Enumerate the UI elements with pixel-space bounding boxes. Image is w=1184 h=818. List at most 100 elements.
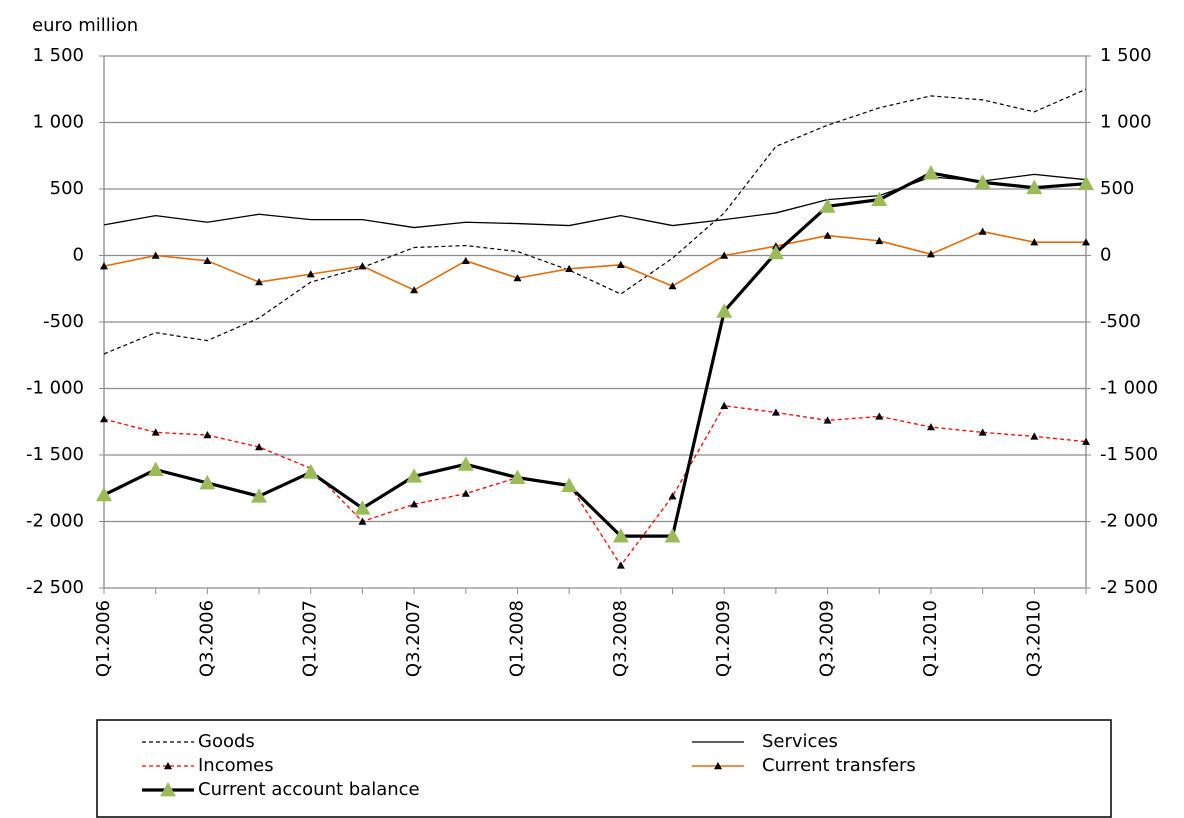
marker: [871, 191, 888, 207]
marker: [151, 428, 160, 436]
marker: [720, 401, 729, 409]
marker: [410, 500, 419, 508]
legend-label: Current transfers: [762, 755, 916, 776]
marker: [151, 251, 160, 259]
y-tick-label: 1 000: [32, 112, 84, 133]
y2-tick-label: -500: [1100, 311, 1141, 332]
marker: [513, 274, 522, 282]
marker: [306, 270, 315, 278]
marker: [251, 488, 268, 503]
marker: [255, 443, 264, 451]
legend-marker: [714, 762, 722, 770]
marker: [1026, 179, 1043, 195]
marker: [978, 428, 987, 436]
marker: [1030, 238, 1039, 246]
series-line: [103, 230, 1086, 291]
x-tick-label: Q1.2009: [713, 600, 734, 677]
marker: [668, 282, 677, 290]
series-line: [103, 173, 1087, 229]
y2-tick-label: -1 000: [1100, 378, 1158, 399]
y2-tick-label: 0: [1100, 245, 1111, 266]
legend-label: Services: [762, 731, 838, 752]
marker: [771, 408, 780, 416]
marker: [978, 227, 987, 235]
marker: [100, 262, 108, 270]
marker: [616, 260, 625, 269]
marker: [358, 517, 367, 525]
marker: [875, 236, 884, 245]
marker: [823, 416, 832, 424]
marker: [664, 528, 681, 543]
x-tick-label: Q1.2008: [506, 600, 527, 677]
legend-marker: [164, 762, 172, 770]
legend-marker: [160, 782, 176, 797]
x-tick-label: Q1.2007: [300, 600, 321, 677]
marker: [922, 165, 939, 180]
series-line: [103, 88, 1087, 355]
marker: [203, 256, 212, 265]
marker: [96, 486, 112, 502]
x-tick-label: Q3.2008: [610, 600, 631, 677]
marker: [457, 456, 474, 471]
marker: [1082, 238, 1090, 246]
marker: [410, 286, 419, 294]
marker: [716, 303, 733, 318]
x-tick-label: Q3.2007: [403, 600, 424, 677]
x-tick-label: Q3.2006: [196, 600, 217, 677]
marker: [509, 469, 526, 485]
y-axis-label: euro million: [32, 15, 138, 36]
marker: [100, 415, 108, 423]
y2-tick-label: 500: [1100, 178, 1134, 199]
marker: [974, 174, 991, 189]
y-tick-label: 500: [50, 178, 84, 199]
x-tick-label: Q1.2010: [920, 600, 941, 677]
marker: [668, 492, 677, 500]
marker: [199, 474, 216, 490]
x-tick-label: Q3.2009: [817, 600, 838, 677]
marker: [406, 468, 423, 483]
y-tick-label: -1 500: [26, 444, 84, 465]
series-line: [103, 405, 1087, 567]
marker: [302, 464, 319, 479]
marker: [819, 198, 836, 213]
marker: [354, 500, 371, 515]
y2-tick-label: -1 500: [1100, 444, 1158, 465]
legend-label: Current account balance: [198, 779, 420, 800]
y-tick-label: 1 500: [32, 45, 84, 66]
y2-tick-label: -2 000: [1100, 511, 1158, 532]
legend-label: Goods: [198, 731, 255, 752]
series-line: [103, 171, 1087, 538]
marker: [1078, 175, 1094, 191]
marker: [767, 244, 784, 260]
marker: [616, 561, 625, 569]
legend-box: [96, 719, 1112, 818]
marker: [1082, 437, 1090, 445]
y-tick-label: -500: [43, 311, 84, 332]
y-tick-label: 0: [73, 245, 84, 266]
marker: [561, 477, 578, 492]
marker: [720, 251, 729, 259]
marker: [461, 489, 470, 497]
y-tick-label: -1 000: [26, 378, 84, 399]
marker: [612, 528, 629, 543]
marker: [203, 431, 212, 439]
marker: [823, 231, 832, 239]
marker: [255, 278, 264, 286]
y-tick-label: -2 500: [26, 577, 84, 598]
marker: [565, 264, 574, 272]
marker: [461, 256, 470, 265]
x-tick-label: Q3.2010: [1023, 600, 1044, 677]
marker: [147, 461, 164, 477]
marker: [926, 250, 935, 258]
marker: [926, 423, 935, 431]
legend-label: Incomes: [198, 755, 274, 776]
y2-tick-label: 1 000: [1100, 112, 1152, 133]
marker: [358, 262, 367, 270]
y2-tick-label: 1 500: [1100, 45, 1152, 66]
marker: [1030, 432, 1039, 440]
y2-tick-label: -2 500: [1100, 577, 1158, 598]
marker: [875, 412, 884, 420]
x-tick-label: Q1.2006: [93, 600, 114, 677]
y-tick-label: -2 000: [26, 511, 84, 532]
